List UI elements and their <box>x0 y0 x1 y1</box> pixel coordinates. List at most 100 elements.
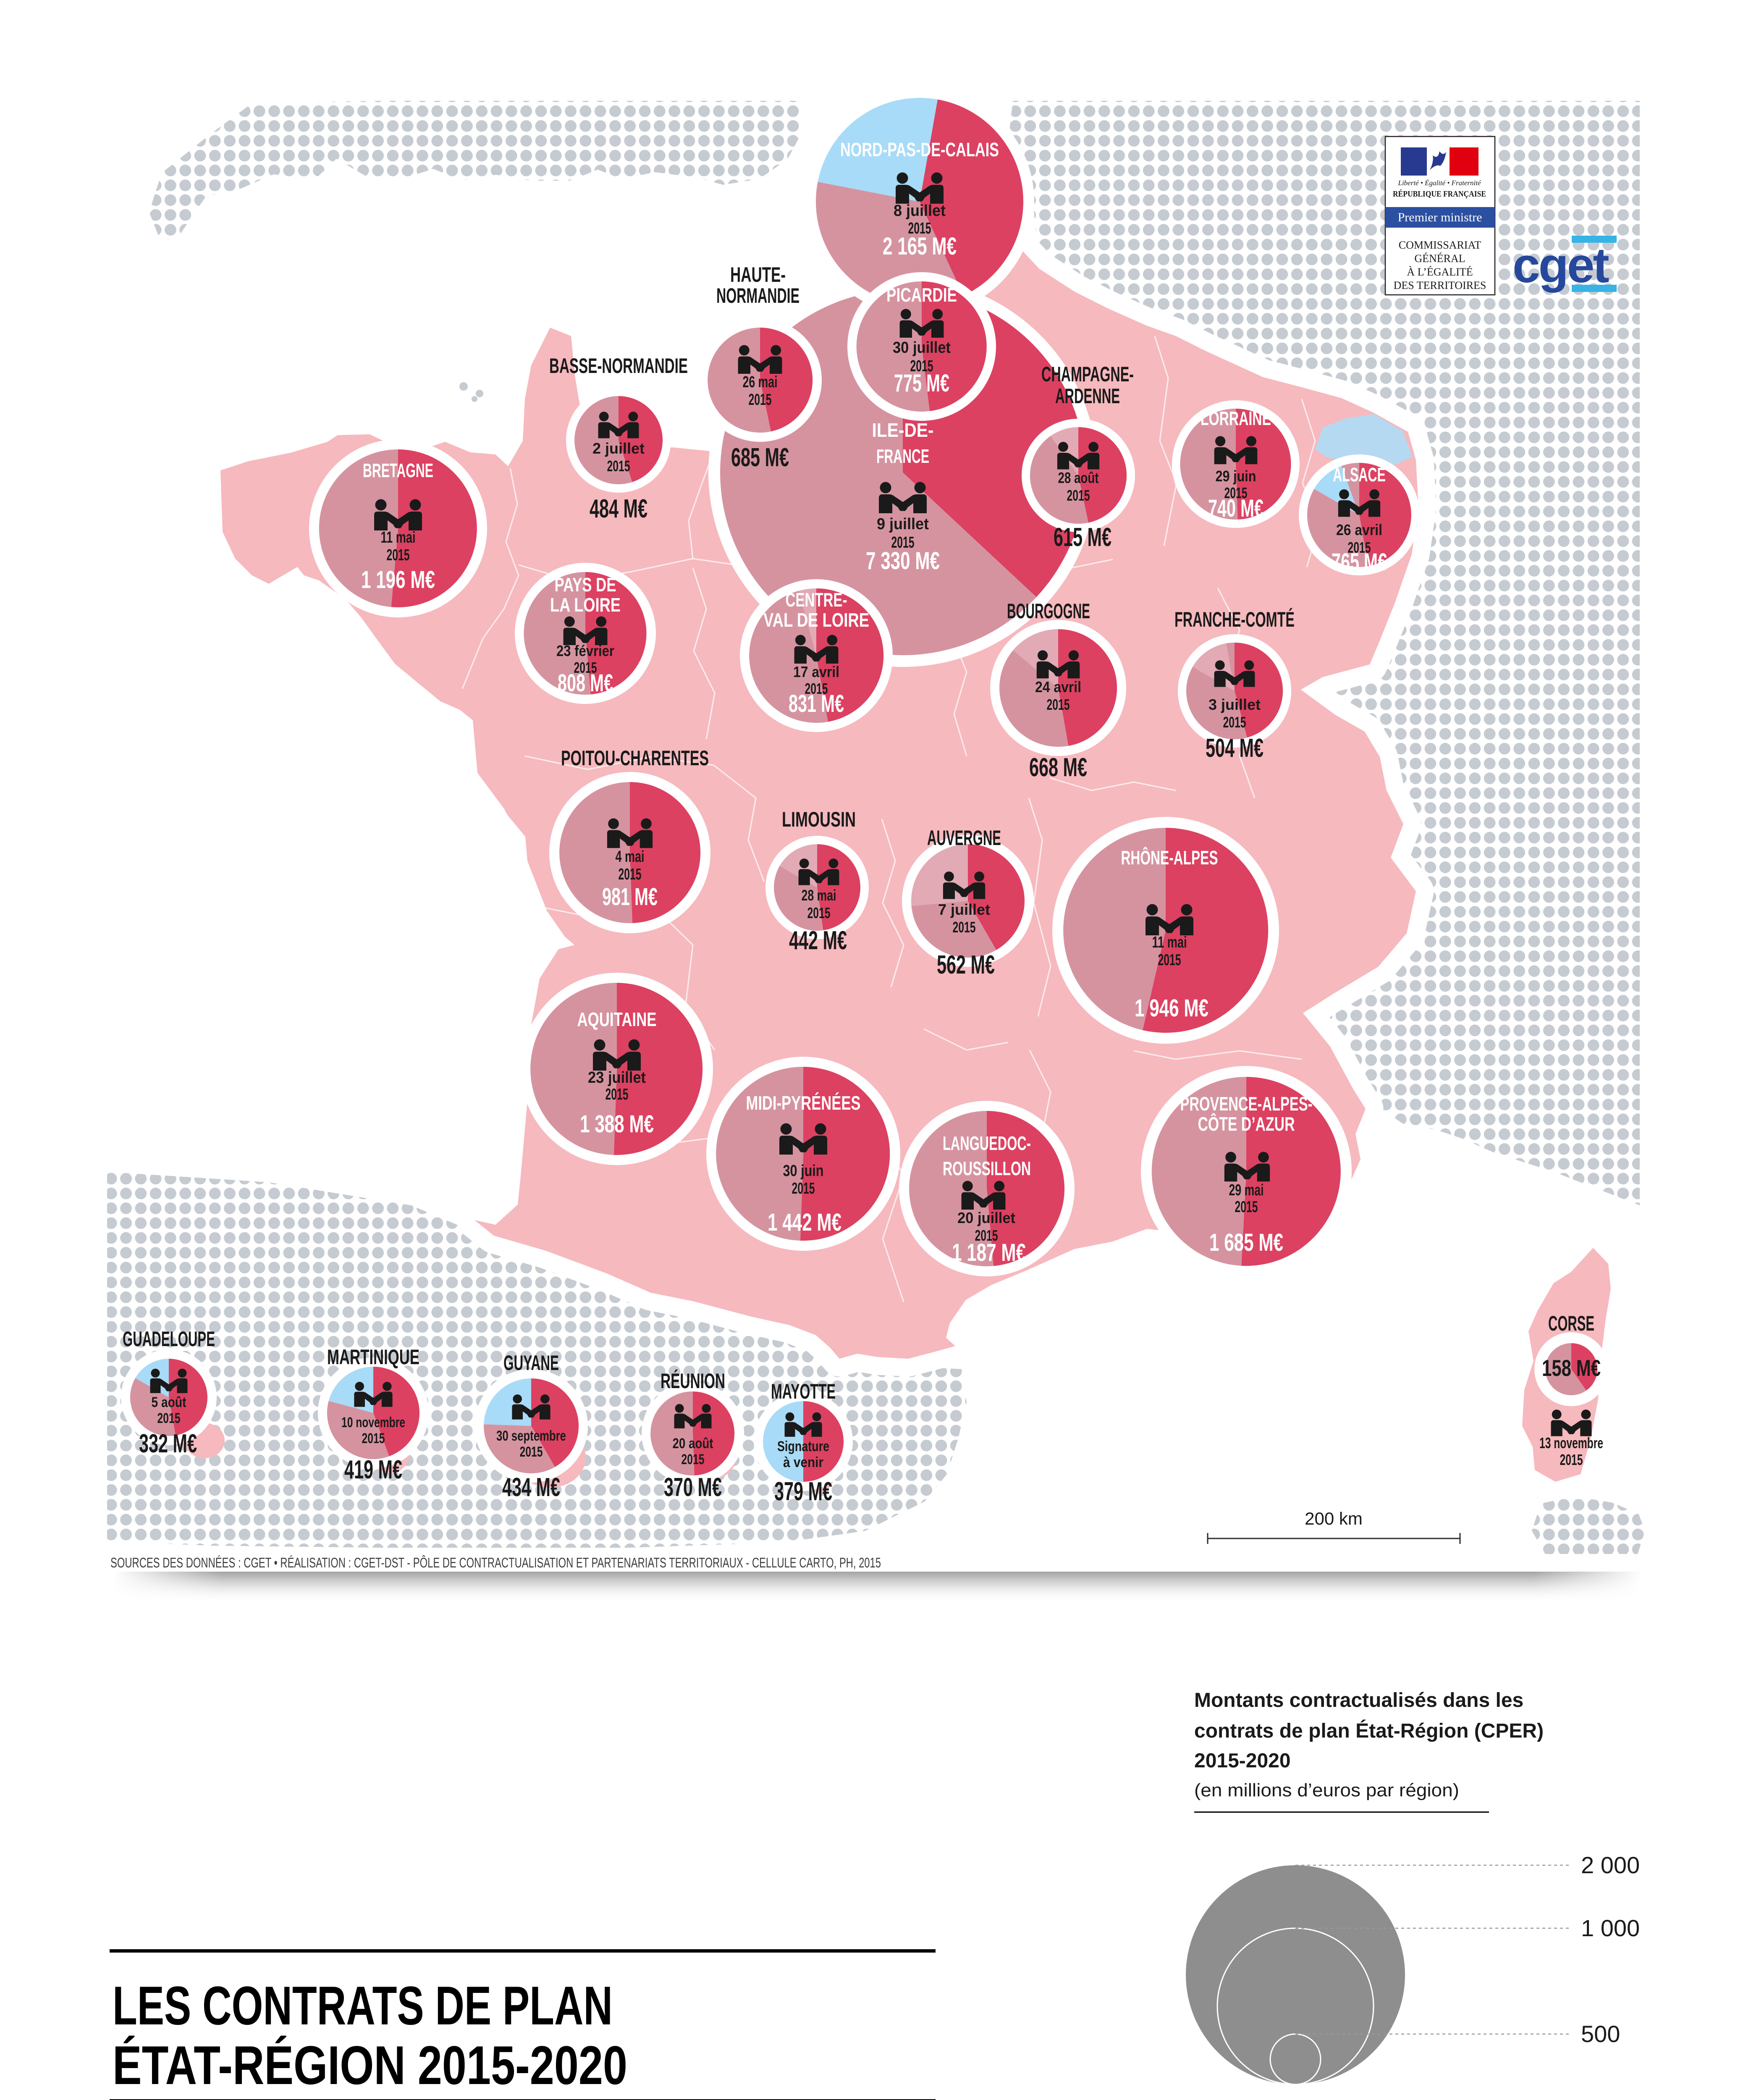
svg-text:2015: 2015 <box>805 680 828 697</box>
svg-text:2015: 2015 <box>910 357 933 375</box>
svg-text:MAYOTTE: MAYOTTE <box>771 1380 836 1403</box>
svg-text:11 mai: 11 mai <box>1152 934 1187 951</box>
svg-text:CÔTE D’AZUR: CÔTE D’AZUR <box>1198 1113 1295 1135</box>
svg-text:2015: 2015 <box>387 546 410 564</box>
svg-text:CHAMPAGNE-: CHAMPAGNE- <box>1041 362 1134 386</box>
svg-text:26 avril: 26 avril <box>1336 521 1382 538</box>
svg-text:740 M€: 740 M€ <box>1208 495 1264 522</box>
svg-text:1 388 M€: 1 388 M€ <box>580 1110 654 1138</box>
svg-text:7 juillet: 7 juillet <box>938 901 990 918</box>
svg-text:ROUSSILLON: ROUSSILLON <box>943 1158 1031 1179</box>
svg-text:2015: 2015 <box>1224 484 1248 501</box>
svg-text:9 juillet: 9 juillet <box>877 515 929 533</box>
svg-text:158 M€: 158 M€ <box>1542 1355 1601 1381</box>
svg-text:Signature: Signature <box>777 1438 829 1454</box>
svg-text:29 mai: 29 mai <box>1229 1181 1264 1199</box>
svg-text:ILE-DE-: ILE-DE- <box>872 419 934 441</box>
svg-text:2015: 2015 <box>975 1227 998 1244</box>
svg-text:2015: 2015 <box>1348 539 1371 556</box>
svg-text:2015: 2015 <box>157 1410 181 1426</box>
svg-text:BASSE-NORMANDIE: BASSE-NORMANDIE <box>549 354 688 378</box>
svg-text:30 septembre: 30 septembre <box>496 1428 566 1444</box>
svg-text:10 novembre: 10 novembre <box>341 1415 405 1431</box>
svg-text:GUADELOUPE: GUADELOUPE <box>123 1327 215 1351</box>
svg-text:GUYANE: GUYANE <box>503 1351 559 1375</box>
svg-text:2015: 2015 <box>682 1452 705 1467</box>
svg-text:ARDENNE: ARDENNE <box>1055 384 1120 408</box>
svg-text:ÉTAT-RÉGION 2015-2020: ÉTAT-RÉGION 2015-2020 <box>113 2034 627 2096</box>
svg-text:Montants contractualisés dans: Montants contractualisés dans les <box>1194 1689 1523 1712</box>
svg-text:24 avril: 24 avril <box>1035 678 1081 696</box>
svg-text:2 000: 2 000 <box>1581 1852 1640 1878</box>
svg-text:562 M€: 562 M€ <box>937 950 995 979</box>
svg-text:2015: 2015 <box>891 534 915 551</box>
svg-text:26 mai: 26 mai <box>743 373 778 391</box>
svg-text:2015: 2015 <box>574 659 597 676</box>
svg-text:3 juillet: 3 juillet <box>1208 696 1261 713</box>
svg-text:8 juillet: 8 juillet <box>894 202 946 220</box>
svg-text:615 M€: 615 M€ <box>1054 523 1111 552</box>
svg-text:1 685 M€: 1 685 M€ <box>1209 1229 1283 1256</box>
svg-text:VAL DE LOIRE: VAL DE LOIRE <box>763 609 869 631</box>
svg-text:LIMOUSIN: LIMOUSIN <box>782 808 856 831</box>
svg-text:500: 500 <box>1581 2021 1620 2047</box>
svg-text:2015: 2015 <box>953 919 976 936</box>
svg-text:2015: 2015 <box>1158 951 1181 969</box>
svg-text:PROVENCE-ALPES-: PROVENCE-ALPES- <box>1180 1093 1313 1115</box>
svg-text:BOURGOGNE: BOURGOGNE <box>1007 599 1090 623</box>
svg-text:RÉUNION: RÉUNION <box>661 1369 725 1393</box>
svg-text:LANGUEDOC-: LANGUEDOC- <box>943 1132 1031 1154</box>
svg-text:MARTINIQUE: MARTINIQUE <box>327 1345 419 1369</box>
svg-text:2015: 2015 <box>607 457 630 475</box>
svg-text:23 février: 23 février <box>556 642 614 659</box>
svg-text:2015: 2015 <box>1047 696 1070 713</box>
svg-text:2015: 2015 <box>1223 714 1246 731</box>
svg-text:AUVERGNE: AUVERGNE <box>927 826 1001 850</box>
svg-text:2 juillet: 2 juillet <box>592 440 645 457</box>
svg-text:GÉNÉRAL: GÉNÉRAL <box>1414 252 1465 265</box>
svg-text:2015: 2015 <box>362 1431 385 1446</box>
svg-text:LES CONTRATS DE PLAN: LES CONTRATS DE PLAN <box>113 1975 613 2036</box>
svg-text:30 juillet: 30 juillet <box>893 339 951 357</box>
svg-text:RÉPUBLIQUE FRANÇAISE: RÉPUBLIQUE FRANÇAISE <box>1393 189 1486 199</box>
svg-text:332 M€: 332 M€ <box>139 1429 197 1458</box>
svg-text:COMMISSARIAT: COMMISSARIAT <box>1399 239 1481 251</box>
svg-text:2015: 2015 <box>908 220 931 237</box>
svg-text:2015: 2015 <box>792 1180 815 1197</box>
svg-text:831 M€: 831 M€ <box>789 690 844 717</box>
svg-text:ALSACE: ALSACE <box>1333 464 1386 486</box>
svg-text:AQUITAINE: AQUITAINE <box>577 1008 657 1030</box>
svg-text:2015: 2015 <box>619 866 642 883</box>
svg-text:RHÔNE-ALPES: RHÔNE-ALPES <box>1121 847 1218 869</box>
svg-text:cget: cget <box>1513 238 1609 293</box>
svg-text:CENTRE-: CENTRE- <box>786 589 847 611</box>
svg-text:17 avril: 17 avril <box>793 663 839 680</box>
svg-text:370 M€: 370 M€ <box>664 1473 722 1502</box>
svg-text:442 M€: 442 M€ <box>789 926 847 955</box>
svg-text:SOURCES DES DONNÉES : CGET • R: SOURCES DES DONNÉES : CGET • RÉALISATION… <box>110 1555 881 1570</box>
svg-text:28 août: 28 août <box>1058 469 1099 486</box>
svg-text:BRETAGNE: BRETAGNE <box>363 459 433 481</box>
svg-text:1 442 M€: 1 442 M€ <box>768 1209 841 1236</box>
svg-text:29 juin: 29 juin <box>1216 467 1256 485</box>
svg-text:1 196 M€: 1 196 M€ <box>361 566 435 593</box>
svg-text:11 mai: 11 mai <box>381 529 416 546</box>
svg-text:484 M€: 484 M€ <box>590 494 647 523</box>
svg-text:LA LOIRE: LA LOIRE <box>550 594 621 616</box>
svg-text:HAUTE-: HAUTE- <box>730 263 786 286</box>
svg-text:2015-2020: 2015-2020 <box>1194 1750 1291 1772</box>
svg-text:23 juillet: 23 juillet <box>588 1069 646 1087</box>
svg-text:NORD-PAS-DE-CALAIS: NORD-PAS-DE-CALAIS <box>840 139 999 160</box>
svg-text:FRANCHE-COMTÉ: FRANCHE-COMTÉ <box>1174 608 1295 631</box>
svg-text:2015: 2015 <box>1560 1451 1583 1468</box>
svg-text:1 187 M€: 1 187 M€ <box>952 1239 1026 1266</box>
svg-text:20 juillet: 20 juillet <box>957 1209 1015 1226</box>
svg-text:808 M€: 808 M€ <box>558 669 613 697</box>
svg-text:4 mai: 4 mai <box>616 848 645 866</box>
svg-text:419 M€: 419 M€ <box>344 1455 402 1484</box>
svg-text:2015: 2015 <box>520 1444 543 1460</box>
svg-text:504 M€: 504 M€ <box>1206 734 1264 763</box>
svg-text:685 M€: 685 M€ <box>731 443 789 472</box>
svg-text:7 330 M€: 7 330 M€ <box>866 547 940 575</box>
svg-text:(en millions d’euros par régio: (en millions d’euros par région) <box>1194 1780 1459 1801</box>
